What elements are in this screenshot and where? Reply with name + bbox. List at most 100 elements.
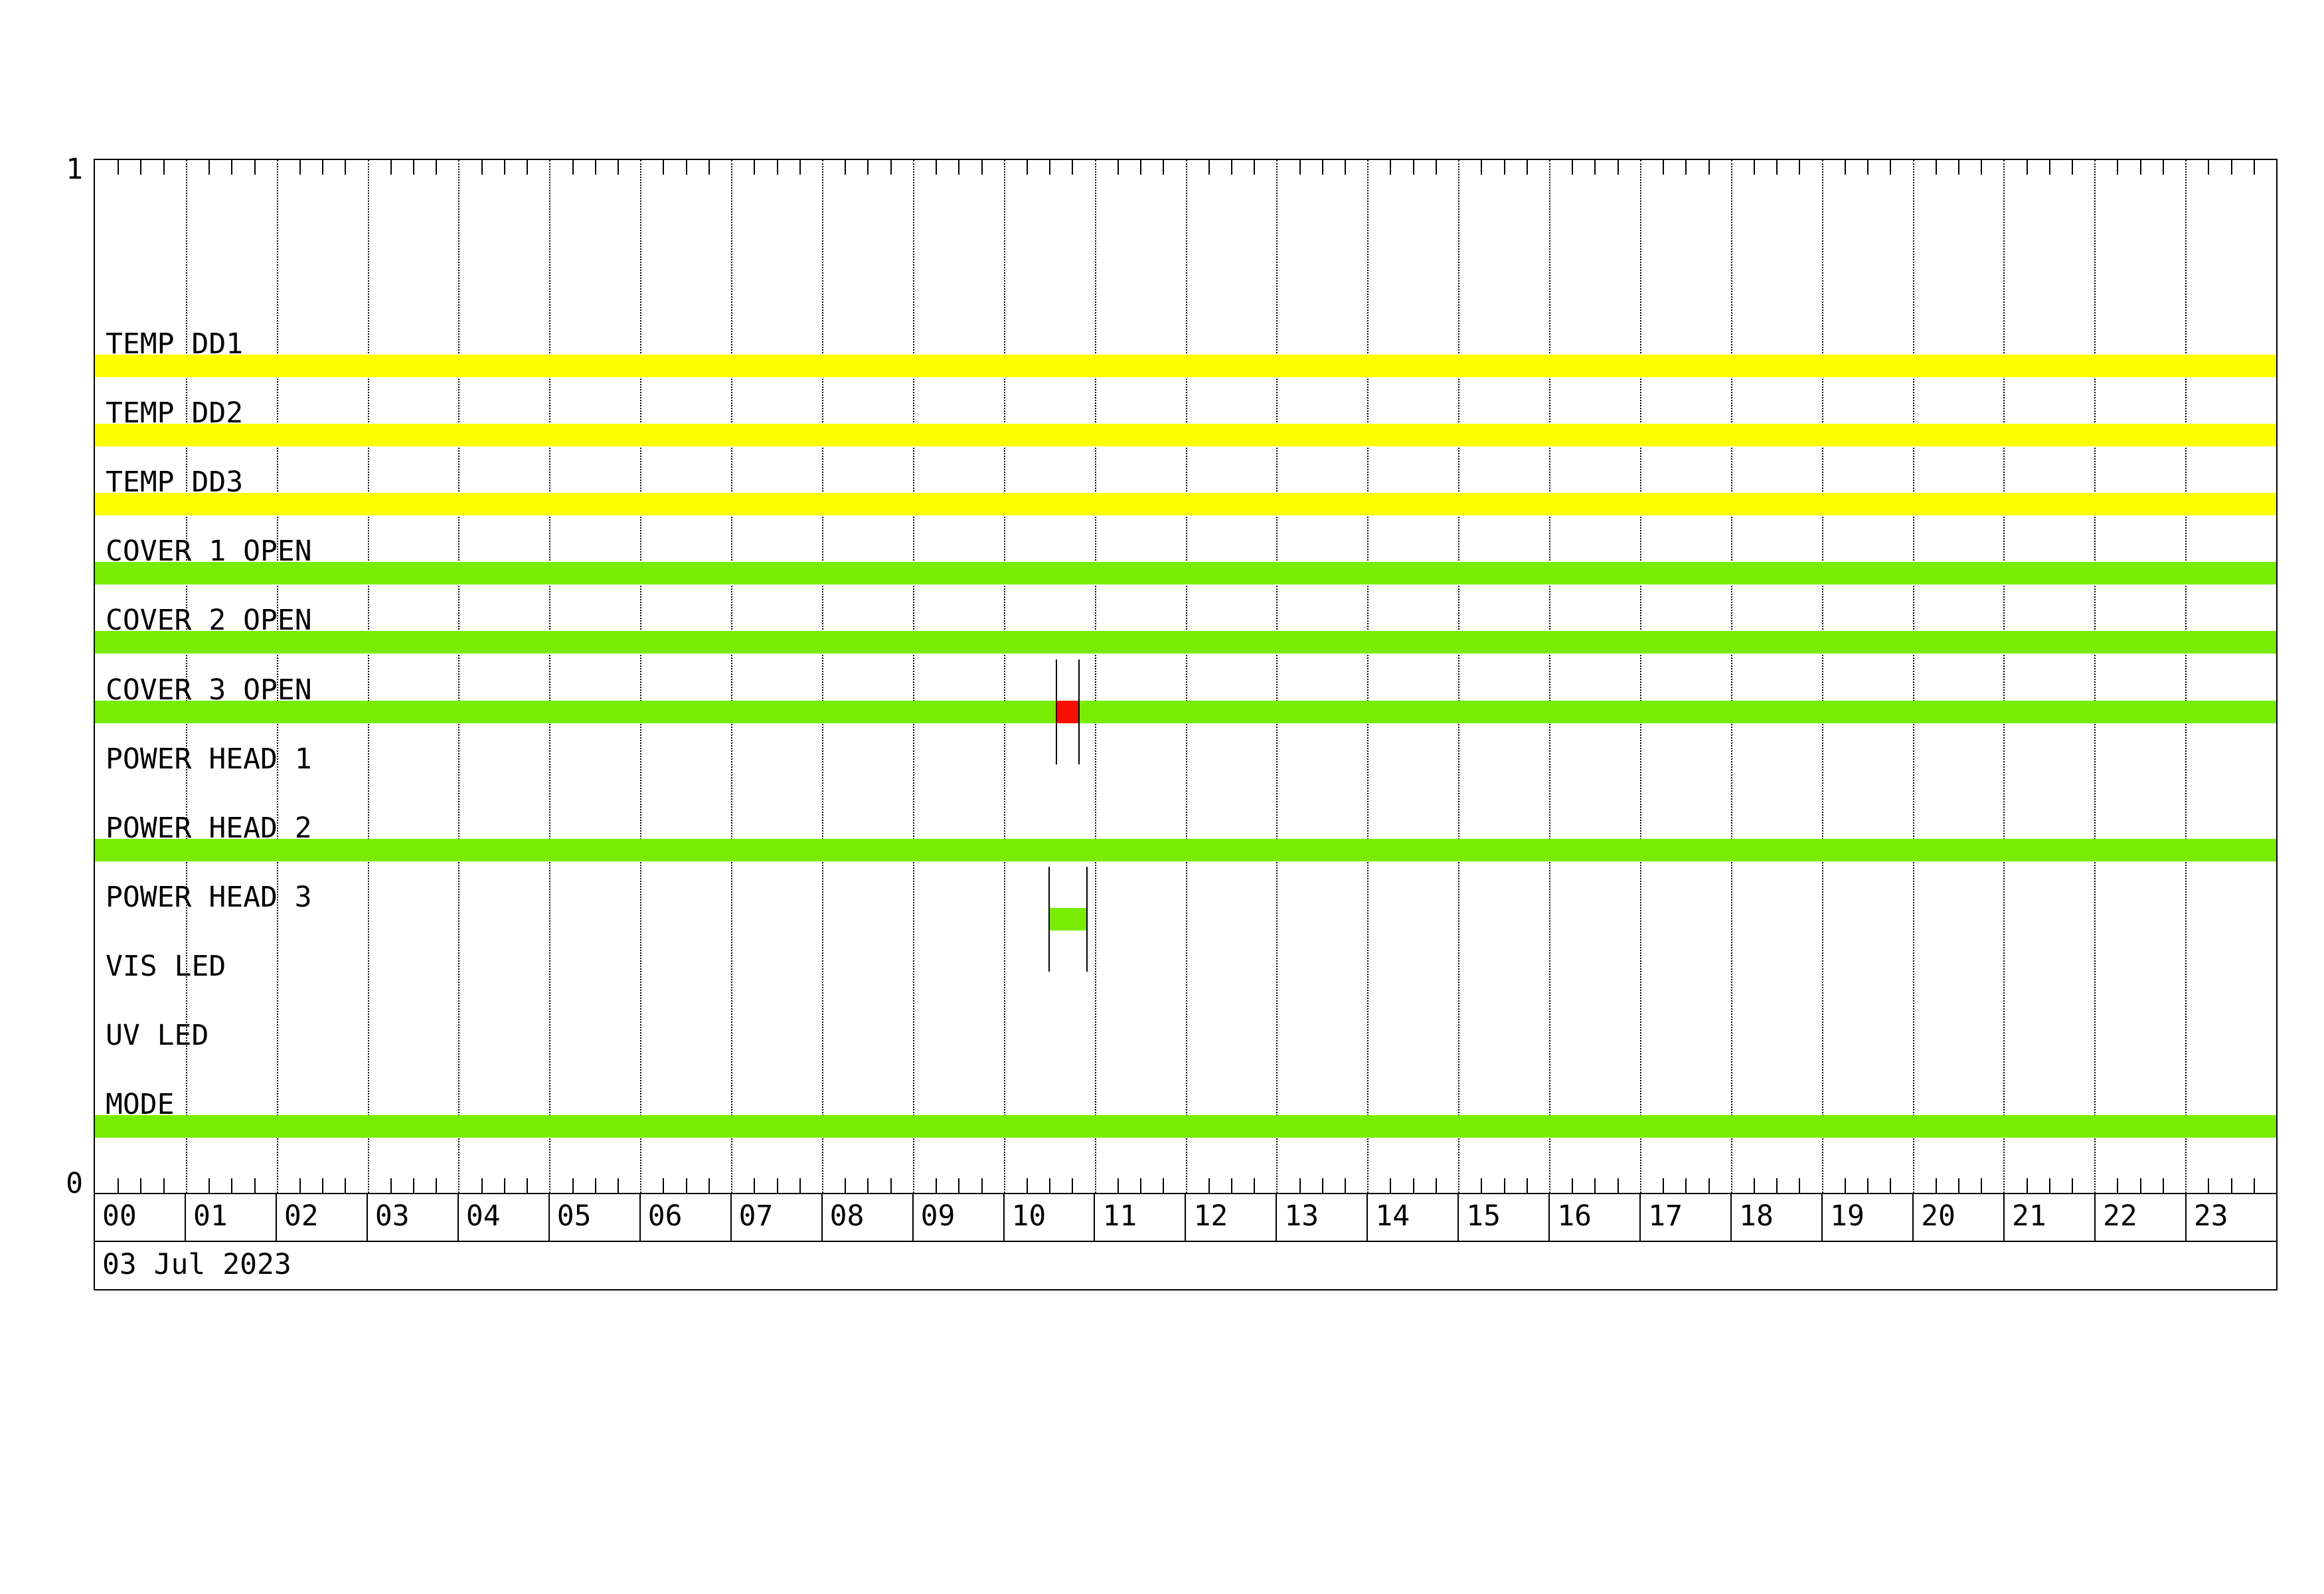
quarter-tick-bottom <box>345 1178 347 1193</box>
quarter-tick-top <box>1503 160 1505 175</box>
quarter-tick-bottom <box>1981 1178 1983 1193</box>
hour-cell: 08 <box>823 1194 914 1241</box>
row-label: TEMP DD2 <box>106 397 244 430</box>
row-label: UV LED <box>106 1019 209 1052</box>
hour-label: 07 <box>738 1199 774 1233</box>
quarter-tick-bottom <box>663 1178 665 1193</box>
quarter-tick-bottom <box>1935 1178 1937 1193</box>
hour-gridline <box>1821 160 1823 1193</box>
quarter-tick-bottom <box>1572 1178 1574 1193</box>
quarter-tick-top <box>1844 160 1846 175</box>
quarter-tick-top <box>776 160 778 175</box>
quarter-tick-top <box>1935 160 1937 175</box>
hour-cell: 17 <box>1641 1194 1732 1241</box>
quarter-tick-top <box>1617 160 1619 175</box>
quarter-tick-bottom <box>1663 1178 1665 1193</box>
quarter-tick-bottom <box>2117 1178 2119 1193</box>
hour-gridline <box>276 160 278 1193</box>
hour-gridline <box>1458 160 1460 1193</box>
quarter-tick-top <box>2117 160 2119 175</box>
quarter-tick-top <box>1435 160 1437 175</box>
row-label: TEMP DD1 <box>106 327 244 361</box>
hour-label: 11 <box>1102 1199 1137 1233</box>
quarter-tick-bottom <box>594 1178 596 1193</box>
event-marker-line <box>1055 660 1057 764</box>
hour-cell: 15 <box>1459 1194 1550 1241</box>
quarter-tick-top <box>1208 160 1210 175</box>
quarter-tick-top <box>208 160 210 175</box>
quarter-tick-top <box>1321 160 1323 175</box>
hour-label: 15 <box>1466 1199 1501 1233</box>
quarter-tick-bottom <box>799 1178 801 1193</box>
hour-gridline <box>912 160 914 1193</box>
row-label: POWER HEAD 2 <box>106 812 312 845</box>
hour-gridline <box>549 160 551 1193</box>
quarter-tick-top <box>1026 160 1028 175</box>
quarter-tick-bottom <box>2208 1178 2210 1193</box>
state-on-bar <box>95 355 2276 377</box>
quarter-tick-top <box>2026 160 2028 175</box>
quarter-tick-bottom <box>776 1178 778 1193</box>
quarter-tick-bottom <box>436 1178 438 1193</box>
quarter-tick-bottom <box>231 1178 233 1193</box>
hour-gridline <box>2003 160 2005 1193</box>
hour-label: 05 <box>556 1199 592 1233</box>
hour-cell: 22 <box>2096 1194 2187 1241</box>
hour-gridline <box>821 160 823 1193</box>
hour-label: 13 <box>1284 1199 1319 1233</box>
quarter-tick-bottom <box>1412 1178 1414 1193</box>
hour-gridline <box>640 160 642 1193</box>
row-label: POWER HEAD 1 <box>106 743 312 776</box>
hour-cell: 00 <box>95 1194 186 1241</box>
quarter-tick-top <box>1957 160 1959 175</box>
hour-gridline <box>2094 160 2096 1193</box>
quarter-tick-top <box>1390 160 1392 175</box>
quarter-tick-bottom <box>1708 1178 1710 1193</box>
quarter-tick-top <box>1140 160 1142 175</box>
quarter-tick-bottom <box>1799 1178 1801 1193</box>
quarter-tick-top <box>1708 160 1710 175</box>
quarter-tick-top <box>1412 160 1414 175</box>
hour-gridline <box>458 160 460 1193</box>
quarter-tick-top <box>2253 160 2255 175</box>
quarter-tick-bottom <box>254 1178 256 1193</box>
event-marker-line <box>1078 660 1080 764</box>
quarter-tick-bottom <box>1890 1178 1892 1193</box>
hour-gridline <box>1003 160 1005 1193</box>
state-on-bar <box>95 839 2276 861</box>
x-axis-hour-row: 00 01 02 03 04 05 06 07 08 09 10 11 12 13 14 15 16 17 18 19… <box>94 1194 2278 1242</box>
hour-cell: 13 <box>1277 1194 1369 1241</box>
quarter-tick-top <box>299 160 301 175</box>
quarter-tick-top <box>1572 160 1574 175</box>
hour-cell: 21 <box>2005 1194 2096 1241</box>
quarter-tick-bottom <box>572 1178 574 1193</box>
quarter-tick-bottom <box>1299 1178 1301 1193</box>
quarter-tick-bottom <box>2048 1178 2050 1193</box>
state-on-bar <box>95 424 2276 446</box>
quarter-tick-bottom <box>1321 1178 1323 1193</box>
quarter-tick-top <box>936 160 938 175</box>
quarter-tick-bottom <box>1072 1178 1074 1193</box>
hour-gridline <box>1639 160 1641 1193</box>
row-label: VIS LED <box>106 950 226 983</box>
quarter-tick-top <box>254 160 256 175</box>
quarter-tick-bottom <box>208 1178 210 1193</box>
quarter-tick-top <box>413 160 415 175</box>
hour-cell: 16 <box>1550 1194 1641 1241</box>
hour-label: 23 <box>2193 1199 2228 1233</box>
hour-gridline <box>1185 160 1187 1193</box>
quarter-tick-bottom <box>845 1178 847 1193</box>
quarter-tick-top <box>1526 160 1528 175</box>
y-axis-top-value: 1 <box>66 153 83 186</box>
quarter-tick-top <box>2208 160 2210 175</box>
quarter-tick-top <box>1299 160 1301 175</box>
quarter-tick-top <box>140 160 142 175</box>
hour-gridline <box>1912 160 1914 1193</box>
quarter-tick-bottom <box>2139 1178 2141 1193</box>
hour-label: 09 <box>920 1199 955 1233</box>
quarter-tick-bottom <box>618 1178 620 1193</box>
quarter-tick-top <box>754 160 756 175</box>
row-label: COVER 3 OPEN <box>106 673 312 707</box>
state-on-bar <box>95 562 2276 584</box>
hour-cell: 14 <box>1368 1194 1459 1241</box>
